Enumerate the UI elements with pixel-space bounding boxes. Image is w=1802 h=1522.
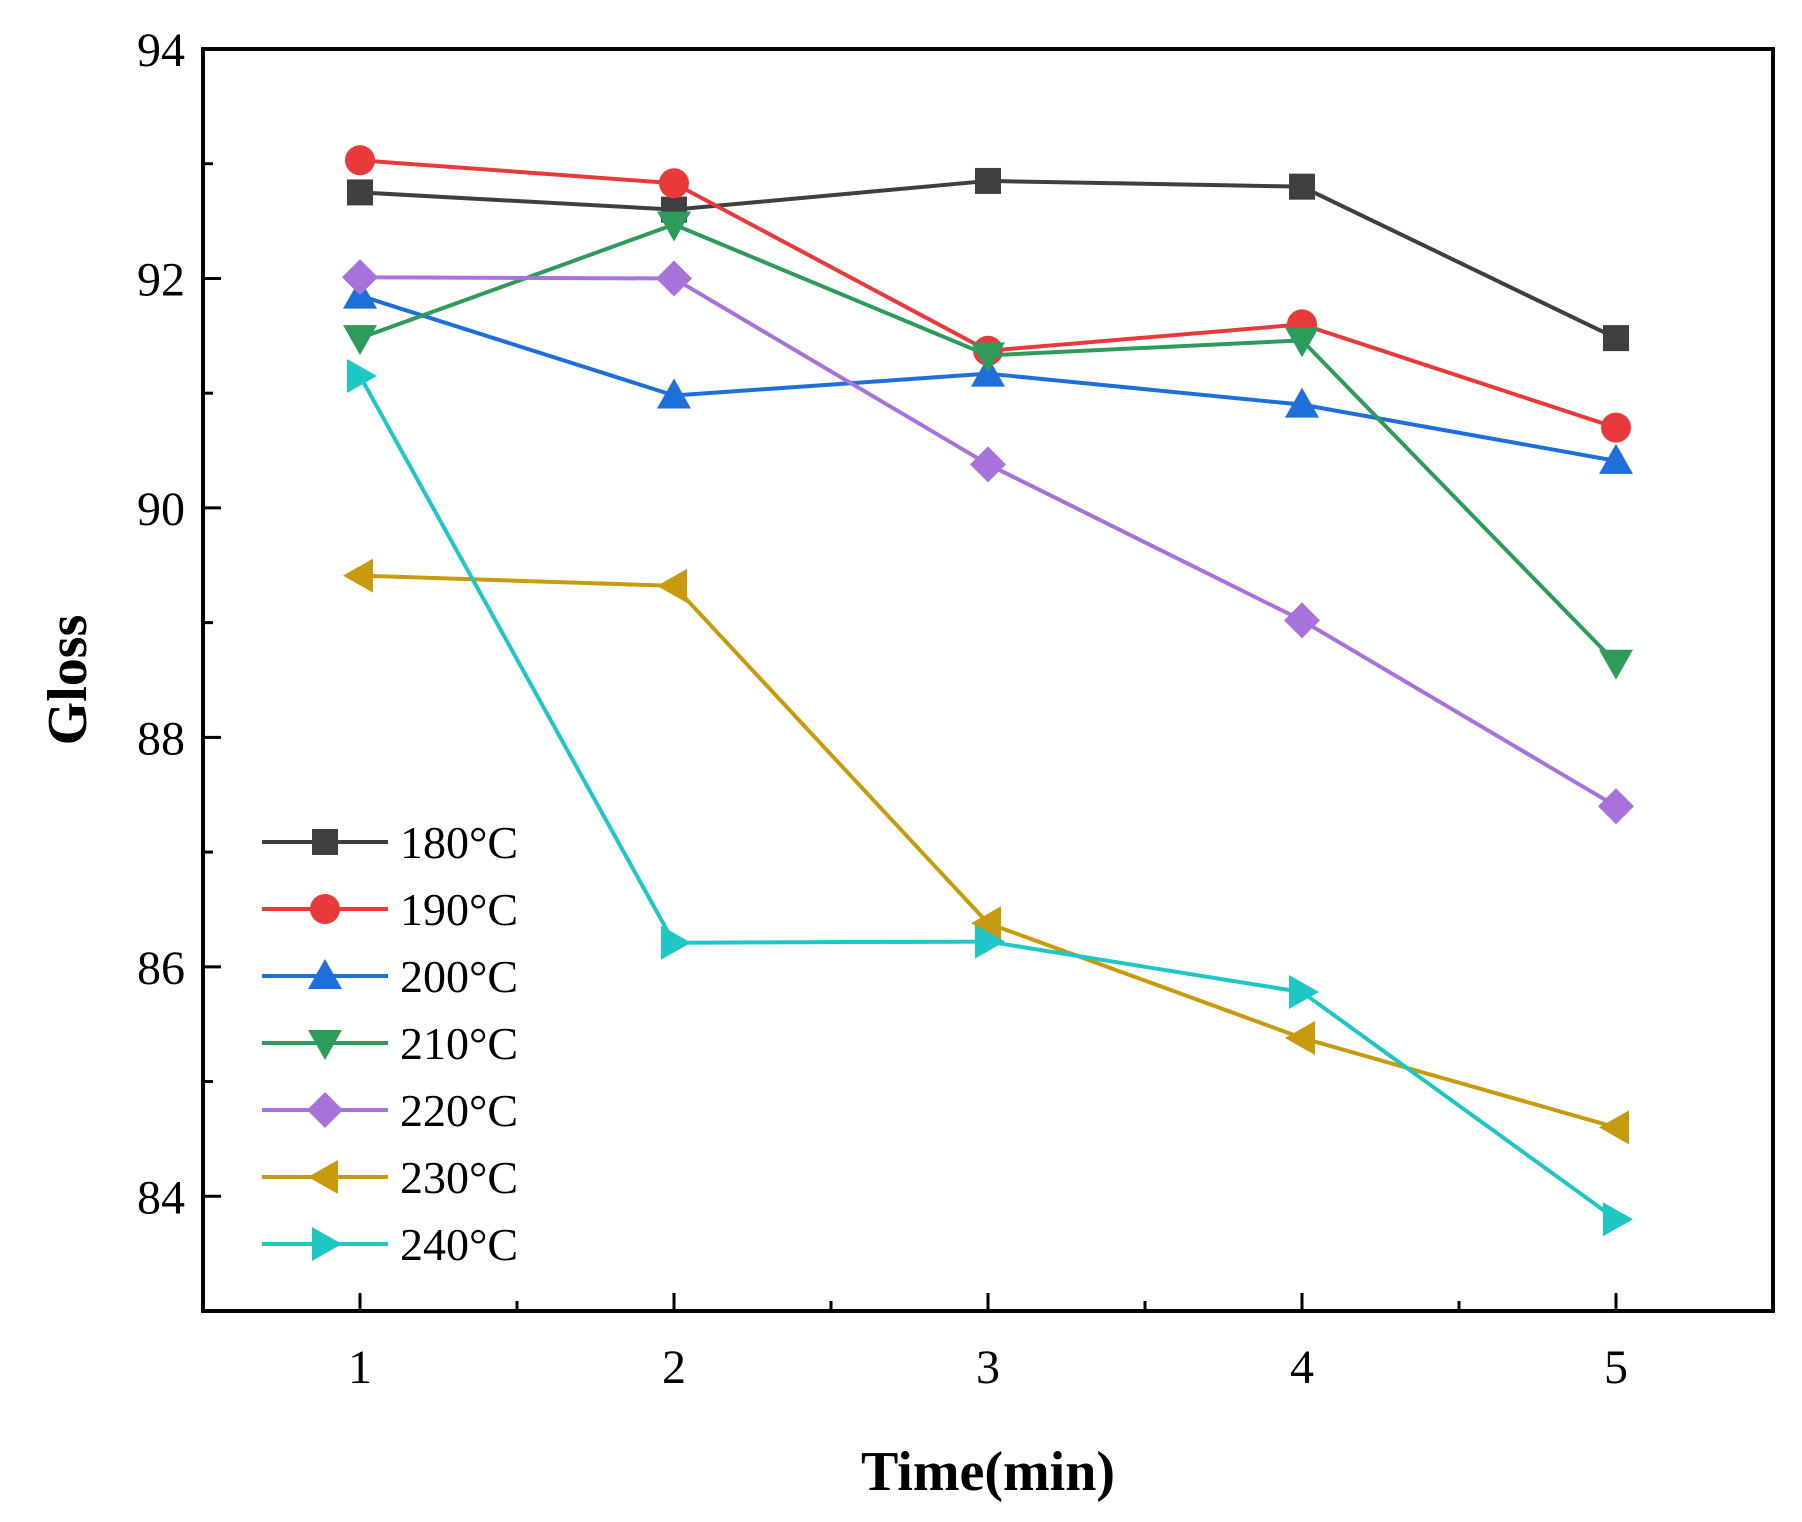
data-point bbox=[975, 924, 1005, 959]
series-210°C bbox=[343, 211, 1633, 680]
data-point bbox=[975, 167, 1001, 194]
series-240°C bbox=[347, 358, 1633, 1237]
data-point bbox=[343, 558, 373, 593]
y-tick-label: 90 bbox=[137, 483, 185, 536]
series-line bbox=[359, 222, 1618, 665]
legend-label: 240°C bbox=[400, 1219, 518, 1270]
data-point bbox=[1603, 325, 1629, 352]
legend-item: 180°C bbox=[262, 817, 518, 868]
x-axis-title: Time(min) bbox=[861, 1441, 1115, 1503]
legend-marker bbox=[308, 1160, 338, 1194]
data-point bbox=[343, 325, 377, 356]
legend-marker bbox=[310, 894, 340, 924]
data-point bbox=[1289, 173, 1315, 200]
legend-marker bbox=[307, 1092, 343, 1128]
data-point bbox=[1285, 1020, 1315, 1055]
data-point bbox=[657, 568, 687, 603]
legend-item: 220°C bbox=[262, 1085, 518, 1136]
series-220°C bbox=[342, 259, 1634, 825]
legend-label: 190°C bbox=[400, 884, 518, 935]
x-tick-label: 4 bbox=[1290, 1341, 1314, 1394]
data-point bbox=[1603, 1202, 1633, 1237]
data-point bbox=[971, 906, 1001, 941]
legend-marker bbox=[312, 829, 338, 855]
legend-item: 210°C bbox=[262, 1018, 518, 1069]
data-point bbox=[657, 211, 691, 242]
legend-item: 190°C bbox=[262, 884, 518, 935]
x-tick-label: 3 bbox=[976, 1341, 1000, 1394]
data-point bbox=[345, 145, 375, 176]
legend-label: 200°C bbox=[400, 951, 518, 1002]
x-tick-label: 5 bbox=[1604, 1341, 1628, 1394]
data-point bbox=[659, 168, 689, 199]
legend-label: 210°C bbox=[400, 1018, 518, 1069]
legend-item: 200°C bbox=[262, 951, 518, 1002]
data-point bbox=[971, 342, 1005, 373]
series-180°C bbox=[347, 167, 1629, 352]
legend-marker bbox=[312, 1227, 342, 1261]
data-point bbox=[1285, 327, 1319, 358]
legend-marker bbox=[308, 959, 342, 989]
x-tick-label: 1 bbox=[348, 1341, 372, 1394]
legend-item: 230°C bbox=[262, 1152, 518, 1203]
series-230°C bbox=[343, 558, 1629, 1145]
x-axis-ticks: 1 2 3 4 5 bbox=[348, 1293, 1628, 1394]
data-point bbox=[1601, 412, 1631, 443]
series-200°C bbox=[343, 278, 1633, 474]
data-point bbox=[1285, 387, 1319, 418]
y-tick-label: 92 bbox=[137, 253, 185, 306]
legend-item: 240°C bbox=[262, 1219, 518, 1270]
series-line bbox=[359, 573, 1617, 1130]
data-point bbox=[1599, 649, 1633, 680]
legend: 180°C 190°C 200°C 210°C 220°C 230°C 240°C bbox=[262, 817, 518, 1270]
data-point bbox=[661, 925, 691, 960]
legend-label: 180°C bbox=[400, 817, 518, 868]
data-point bbox=[1598, 788, 1634, 825]
legend-label: 220°C bbox=[400, 1085, 518, 1136]
data-point bbox=[657, 378, 691, 409]
legend-label: 230°C bbox=[400, 1152, 518, 1203]
data-point bbox=[1284, 602, 1320, 639]
x-tick-label: 2 bbox=[662, 1341, 686, 1394]
y-tick-label: 84 bbox=[137, 1171, 185, 1224]
y-tick-label: 94 bbox=[137, 24, 185, 77]
data-point bbox=[1599, 443, 1633, 474]
legend-marker bbox=[308, 1030, 342, 1060]
y-tick-label: 88 bbox=[137, 712, 185, 765]
data-point bbox=[347, 358, 377, 393]
y-axis-title: Gloss bbox=[37, 615, 99, 746]
y-axis-ticks: 84 86 88 90 92 94 bbox=[137, 24, 221, 1313]
series-layer bbox=[342, 145, 1634, 1237]
series-line bbox=[359, 158, 1617, 430]
data-point bbox=[347, 179, 373, 206]
data-point bbox=[342, 259, 378, 296]
data-point bbox=[1289, 975, 1319, 1010]
data-point bbox=[656, 260, 692, 297]
y-tick-label: 86 bbox=[137, 942, 185, 995]
series-line bbox=[358, 375, 1618, 1221]
data-point bbox=[1599, 1110, 1629, 1145]
series-line bbox=[359, 178, 1617, 340]
data-point bbox=[970, 446, 1006, 483]
